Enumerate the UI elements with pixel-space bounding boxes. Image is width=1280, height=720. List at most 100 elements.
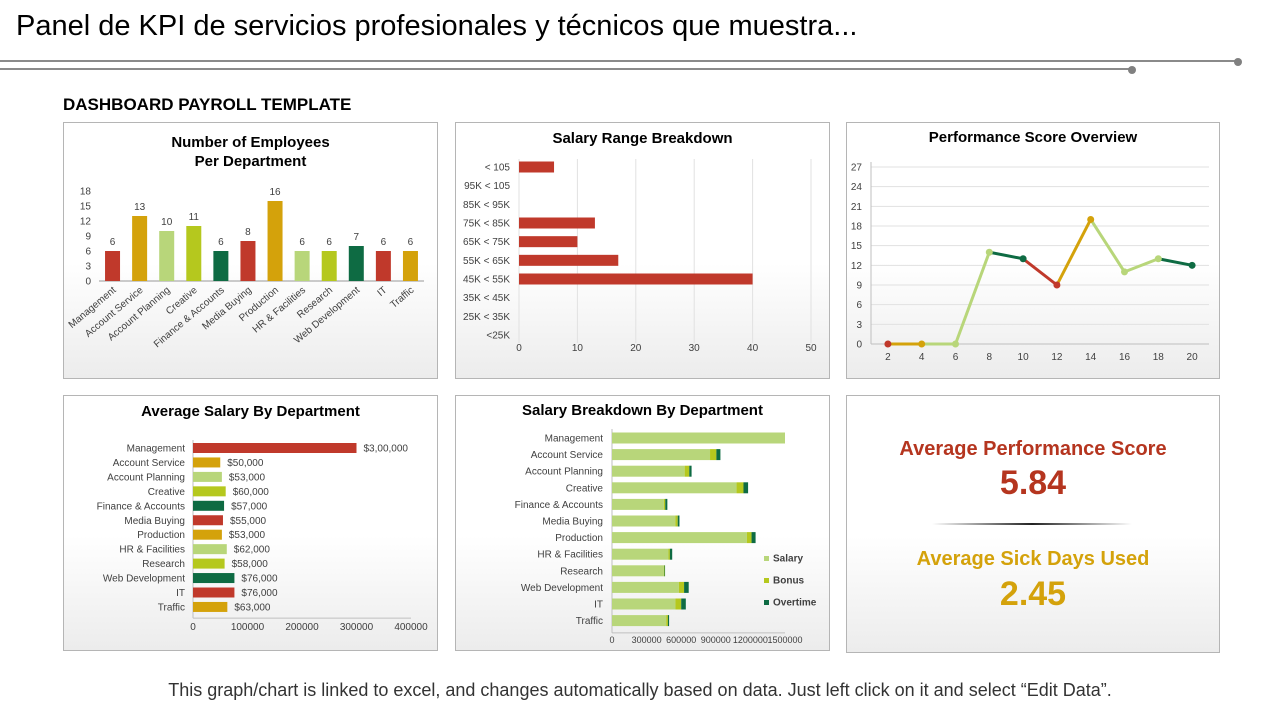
salary-breakdown-chart-panel[interactable]: Salary Breakdown By Department Managemen…: [455, 395, 830, 651]
bar: [375, 251, 391, 281]
employees-chart-panel[interactable]: Number of Employees Per Department 0 3 6 9 1…: [63, 122, 438, 379]
chart-title: Salary Range Breakdown: [552, 130, 733, 147]
y-tick-label: HR & Facilities: [119, 545, 185, 556]
sick-days-label: Average Sick Days Used: [916, 548, 1150, 570]
performance-score-label: Average Performance Score: [899, 438, 1167, 460]
chart-title: Number of Employees Per Department: [171, 134, 330, 170]
data-label: $76,000: [241, 574, 278, 585]
x-tick-label: 30: [689, 343, 701, 354]
avg-salary-chart-panel[interactable]: Average Salary By Department Management $…: [63, 395, 438, 651]
data-label: $53,000: [229, 472, 266, 483]
x-tick-label: 300000: [632, 635, 662, 645]
performance-chart-panel[interactable]: Performance Score Overview 0 3 6 9 12 15 18 21 2…: [846, 122, 1220, 379]
data-label: $55,000: [230, 516, 267, 527]
y-tick-label: 0: [85, 277, 91, 288]
data-label: 6: [381, 237, 387, 248]
bar-segment: [612, 615, 667, 627]
bar: [519, 254, 619, 266]
y-tick-label: Management: [127, 444, 186, 455]
bar-segment: [710, 449, 717, 461]
bar: [132, 216, 148, 281]
bar-segment: [612, 565, 664, 577]
line-segment: [1123, 257, 1159, 274]
bar-segment: [612, 515, 676, 527]
y-tick-label: Creative: [566, 483, 604, 494]
bar-segment: [743, 482, 749, 494]
data-label: $53,000: [229, 530, 266, 541]
bar-segment: [663, 565, 665, 577]
data-label: $63,000: [234, 602, 271, 613]
legend-swatch: [764, 578, 769, 583]
y-tick-label: Account Planning: [107, 472, 185, 483]
y-tick-label: 85K < 95K: [463, 200, 510, 211]
data-label: 10: [161, 217, 173, 228]
bar-segment: [612, 465, 685, 477]
x-tick-label: 900000: [701, 635, 731, 645]
performance-score-value: 5.84: [999, 464, 1067, 502]
salary-range-chart-panel[interactable]: Salary Range Breakdown 0 10 20 30 40 50 < 105 9…: [455, 122, 830, 379]
y-tick-label: Traffic: [158, 602, 185, 613]
data-point: [1019, 255, 1027, 263]
data-point: [952, 340, 959, 348]
bar-segment: [684, 581, 689, 593]
bar-segment: [675, 515, 678, 527]
y-tick-label: Traffic: [576, 616, 603, 627]
bar-segment: [689, 465, 692, 477]
y-tick-label: 6: [85, 247, 91, 258]
bar: [193, 529, 222, 540]
y-tick-label: 24: [851, 182, 863, 193]
y-tick-label: 95K < 105: [464, 181, 510, 192]
bar: [267, 201, 283, 281]
y-tick-label: 15: [80, 202, 92, 213]
y-tick-label: IT: [176, 588, 185, 599]
bar-segment: [663, 498, 666, 510]
bar: [348, 246, 364, 281]
x-tick-label: 20: [630, 343, 642, 354]
dashboard-title: DASHBOARD PAYROLL TEMPLATE: [63, 95, 352, 114]
y-tick-label: HR & Facilities: [537, 550, 603, 561]
bar-segment: [678, 581, 685, 593]
y-tick-label: Media Buying: [542, 517, 603, 528]
data-point: [884, 340, 892, 348]
line-segment: [989, 250, 1024, 261]
salary-range-bar-chart: 0 10 20 30 40 50 < 105 95K < 105 85K < 95K 75K < …: [463, 159, 817, 354]
chart-title: Average Salary By Department: [141, 403, 360, 420]
bar: [213, 251, 229, 281]
x-tick-label: 1500000: [767, 635, 802, 645]
x-tick-label: 10: [572, 343, 584, 354]
y-tick-label: 12: [851, 261, 863, 272]
y-tick-label: Finance & Accounts: [515, 500, 603, 511]
y-tick-label: Production: [555, 533, 603, 544]
bar: [321, 251, 337, 281]
x-tick-label: 16: [1119, 352, 1131, 363]
bar: [193, 443, 357, 453]
x-tick-label: 100000: [231, 622, 265, 633]
y-tick-label: Creative: [148, 487, 186, 498]
data-label: 16: [269, 187, 281, 198]
y-tick-label: 18: [80, 187, 92, 198]
bar-segment: [612, 532, 747, 544]
chart-title: Salary Breakdown By Department: [522, 402, 763, 419]
bar-segment: [677, 515, 680, 527]
data-label: 6: [218, 237, 224, 248]
legend-label: Bonus: [773, 576, 805, 587]
y-tick-label: 21: [851, 202, 863, 213]
bar: [193, 471, 222, 482]
y-tick-label: 12: [80, 217, 92, 228]
footer-note: This graph/chart is linked to excel, and…: [168, 680, 1112, 700]
data-point: [1188, 261, 1196, 269]
x-tick-label: 50: [805, 343, 817, 354]
x-tick-label: 10: [1018, 352, 1030, 363]
y-tick-label: 9: [856, 281, 862, 292]
data-label: $57,000: [231, 501, 268, 512]
y-tick-label: 15: [851, 241, 863, 252]
data-point: [1154, 255, 1162, 263]
title-divider-short: [0, 68, 1132, 70]
y-tick-label: 3: [85, 262, 91, 273]
x-tick-label: 8: [987, 352, 993, 363]
data-label: 7: [354, 232, 360, 243]
bar-segment: [612, 548, 669, 560]
y-tick-label: Research: [560, 566, 603, 577]
